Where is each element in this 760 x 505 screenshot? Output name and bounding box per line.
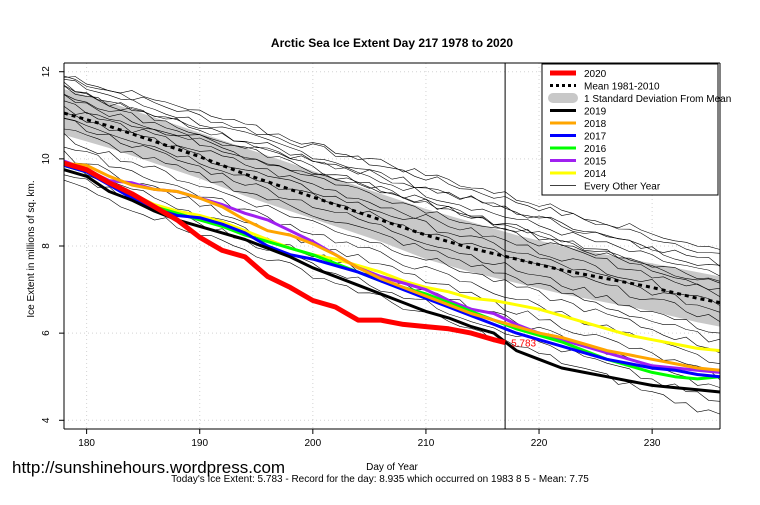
x-tick-label: 210: [418, 438, 435, 449]
background-year-line: [63, 100, 721, 282]
background-year-line: [63, 85, 721, 291]
x-axis-label: Day of Year: [366, 462, 418, 473]
background-year-line: [63, 112, 721, 313]
legend-swatch: [548, 93, 578, 103]
chart-title: Arctic Sea Ice Extent Day 217 1978 to 20…: [271, 36, 513, 50]
background-year-line: [63, 94, 721, 297]
x-tick-label: 190: [191, 438, 208, 449]
y-axis-label: Ice Extent in millions of sq. km.: [26, 180, 37, 317]
x-tick-label: 230: [644, 438, 661, 449]
legend-label: 2014: [584, 169, 607, 180]
series-line-2018: [63, 161, 721, 372]
background-year-line: [63, 128, 721, 343]
y-tick-label: 4: [41, 417, 52, 423]
series-line-2017: [63, 163, 721, 379]
background-year-line: [63, 79, 721, 266]
legend-label: 2016: [584, 144, 607, 155]
background-year-line: [63, 76, 721, 250]
y-tick-label: 10: [41, 153, 52, 165]
watermark-url: http://sunshinehours.wordpress.com: [12, 458, 286, 477]
y-tick-label: 12: [41, 66, 52, 78]
series-line-2020: [63, 160, 506, 346]
current-value-label: 5.783: [511, 339, 536, 350]
legend-label: 2018: [584, 119, 607, 130]
background-year-line: [63, 150, 721, 381]
background-year-line: [63, 146, 721, 364]
legend-label: 1 Standard Deviation From Mean: [584, 94, 731, 105]
background-year-line: [63, 85, 721, 267]
y-tick-label: 6: [41, 330, 52, 336]
plot-area: 5.783 180 190 200 210 220 230 4 6 8 10 12 2020 Mean 1…: [41, 62, 731, 449]
background-year-line: [63, 105, 721, 306]
x-tick-label: 200: [304, 438, 321, 449]
legend-label: 2017: [584, 132, 607, 143]
legend-label: 2015: [584, 157, 607, 168]
legend-label: Every Other Year: [584, 182, 661, 193]
footer-stats: Today's Ice Extent: 5.783 - Record for t…: [171, 474, 589, 485]
y-tick-label: 8: [41, 243, 52, 249]
background-year-line: [63, 118, 721, 334]
legend-label: 2020: [584, 69, 607, 80]
series-line-2014: [63, 161, 721, 353]
legend-label: Mean 1981-2010: [584, 82, 660, 93]
x-tick-label: 180: [78, 438, 95, 449]
x-tick-label: 220: [531, 438, 548, 449]
legend-label: 2019: [584, 107, 607, 118]
background-year-line: [63, 133, 721, 354]
